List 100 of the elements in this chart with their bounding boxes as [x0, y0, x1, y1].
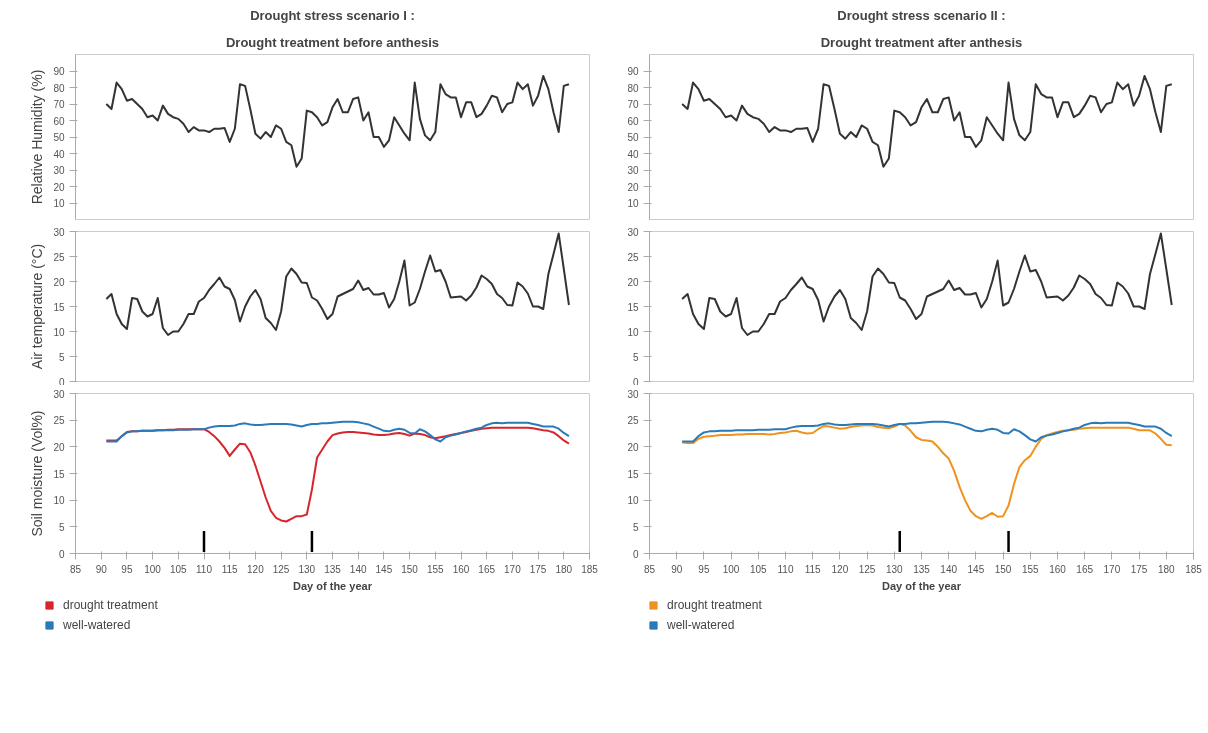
y-tick-label: 15 [627, 468, 639, 480]
x-tick-label: 115 [221, 563, 239, 575]
x-tick-label: 135 [324, 563, 342, 575]
x-axis-title: Day of the year [293, 579, 373, 592]
y-tick-label: 15 [53, 301, 65, 313]
line-series [681, 232, 1173, 336]
x-tick-label: 140 [349, 563, 367, 575]
x-tick-label: 145 [967, 563, 985, 575]
y-axis-title: Soil moisture (Vol%) [29, 410, 46, 537]
y-tick-label: 0 [58, 376, 65, 388]
line-series [681, 422, 1173, 520]
y-tick-label: 15 [627, 301, 639, 313]
chart-subtitle: Drought treatment after anthesis [820, 34, 1023, 50]
x-tick-label: 175 [1130, 563, 1148, 575]
x-tick-label: 170 [504, 563, 522, 575]
y-tick-label: 20 [53, 276, 65, 288]
y-tick-label: 5 [632, 351, 639, 363]
x-tick-label: 110 [196, 563, 213, 575]
line-series [105, 232, 570, 336]
y-axis-title: Relative Humidity (%) [29, 69, 46, 205]
x-tick-label: 100 [144, 563, 162, 575]
x-tick-label: 140 [940, 563, 958, 575]
x-tick-label: 90 [95, 563, 108, 575]
legend-label: well-watered [63, 618, 131, 632]
x-tick-label: 165 [1076, 563, 1094, 575]
legend-label: drought treatment [667, 598, 762, 612]
y-tick-label: 70 [53, 99, 65, 110]
x-axis-title: Day of the year [882, 579, 962, 592]
y-tick-label: 5 [58, 351, 65, 363]
chart-title: Drought stress scenario II : [837, 7, 1006, 23]
y-tick-label: 90 [627, 66, 639, 77]
x-tick-label: 95 [121, 563, 133, 575]
y-tick-label: 0 [632, 548, 639, 560]
y-tick-label: 0 [632, 376, 639, 388]
x-tick-label: 85 [643, 563, 656, 575]
x-tick-label: 135 [913, 563, 931, 575]
y-tick-label: 15 [53, 468, 65, 480]
y-tick-label: 30 [53, 226, 65, 238]
x-tick-label: 160 [1049, 563, 1067, 575]
y-axis-title: Air temperature (°C) [29, 243, 46, 370]
y-tick-label: 80 [53, 82, 65, 94]
y-tick-label: 40 [627, 148, 639, 160]
x-tick-label: 120 [247, 563, 265, 575]
legend-label: well-watered [667, 618, 735, 632]
x-tick-label: 180 [555, 563, 573, 575]
y-tick-label: 0 [58, 548, 65, 560]
x-tick-label: 85 [69, 563, 82, 575]
y-tick-label: 25 [53, 415, 65, 427]
x-tick-label: 100 [722, 563, 740, 575]
y-tick-label: 10 [53, 198, 65, 209]
x-tick-label: 95 [698, 563, 710, 575]
x-tick-label: 105 [749, 563, 768, 575]
y-tick-label: 30 [53, 388, 65, 400]
x-tick-label: 150 [994, 563, 1012, 575]
y-tick-label: 5 [632, 521, 639, 533]
y-tick-label: 25 [627, 415, 639, 427]
x-tick-label: 155 [1021, 563, 1040, 575]
y-tick-label: 90 [53, 66, 65, 77]
y-tick-label: 10 [627, 495, 639, 507]
y-tick-label: 70 [627, 99, 639, 110]
y-tick-label: 10 [627, 326, 639, 338]
x-tick-label: 165 [478, 563, 496, 575]
y-tick-label: 20 [627, 181, 639, 193]
x-tick-label: 160 [452, 563, 470, 575]
y-tick-label: 30 [627, 388, 639, 400]
chart-subtitle: Drought treatment before anthesis [225, 34, 440, 50]
y-tick-label: 60 [53, 115, 65, 127]
y-tick-label: 5 [58, 521, 65, 533]
y-tick-label: 10 [53, 495, 65, 507]
chart-title: Drought stress scenario I : [250, 7, 415, 23]
line-series [681, 420, 1173, 443]
x-tick-label: 170 [1103, 563, 1121, 575]
x-tick-label: 115 [804, 563, 822, 575]
x-tick-label: 125 [858, 563, 876, 575]
y-tick-label: 25 [627, 251, 639, 263]
y-tick-label: 10 [53, 326, 65, 338]
x-tick-label: 125 [272, 563, 290, 575]
x-tick-label: 130 [298, 563, 316, 575]
y-tick-label: 20 [627, 441, 639, 453]
y-tick-label: 30 [627, 226, 639, 238]
y-tick-label: 25 [53, 251, 65, 263]
x-tick-label: 180 [1157, 563, 1176, 575]
x-tick-label: 185 [1185, 563, 1203, 575]
x-tick-label: 130 [885, 563, 904, 575]
y-tick-label: 20 [53, 181, 65, 193]
x-tick-label: 155 [426, 563, 445, 575]
y-tick-label: 30 [627, 165, 639, 176]
x-tick-label: 185 [581, 563, 599, 575]
y-tick-label: 50 [627, 132, 639, 143]
line-series [105, 74, 570, 168]
x-tick-label: 120 [831, 563, 849, 575]
y-tick-label: 30 [53, 165, 65, 176]
x-tick-label: 90 [671, 563, 683, 575]
x-tick-label: 150 [401, 563, 419, 575]
x-tick-label: 145 [375, 563, 393, 575]
y-tick-label: 20 [627, 276, 639, 288]
y-tick-label: 20 [53, 441, 65, 453]
x-tick-label: 175 [529, 563, 547, 575]
x-tick-label: 110 [777, 563, 794, 575]
line-series [681, 74, 1173, 168]
